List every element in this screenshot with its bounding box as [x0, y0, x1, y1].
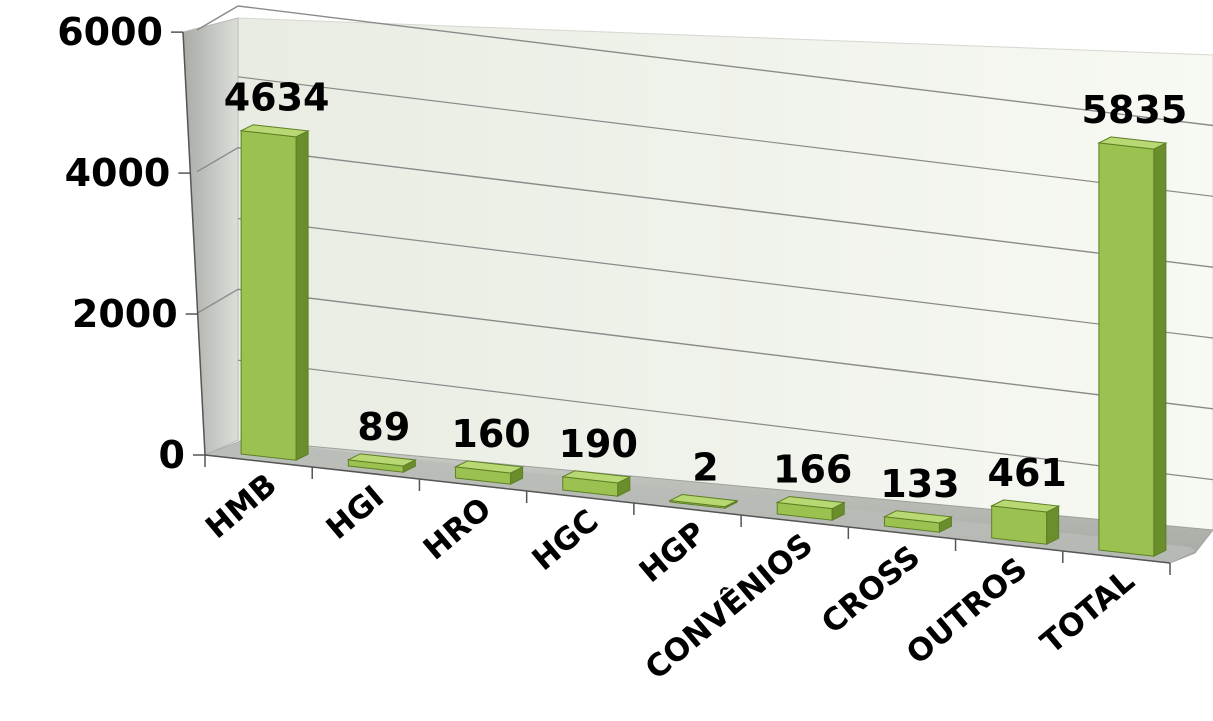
bar-side — [1046, 505, 1060, 546]
data-label: 160 — [451, 412, 530, 456]
bar — [775, 495, 846, 522]
y-tick-label: 6000 — [57, 10, 163, 54]
bar — [882, 510, 954, 534]
gridline-side — [196, 5, 239, 31]
bar — [989, 499, 1061, 546]
bar — [346, 453, 418, 474]
bar — [668, 494, 739, 510]
bar — [453, 460, 525, 486]
bar-top — [453, 460, 525, 474]
bar-front — [240, 130, 297, 461]
x-tick-label: HGI — [320, 479, 391, 547]
gridline — [237, 146, 1213, 268]
x-axis-line — [204, 454, 1171, 564]
bar-side — [1153, 142, 1167, 558]
bar-top — [239, 124, 310, 138]
bar-top — [882, 510, 954, 524]
x-tick-label: TOTAL — [1034, 563, 1141, 661]
data-label: 166 — [773, 447, 852, 491]
y-tick-label: 2000 — [72, 292, 178, 336]
bar-front — [1098, 142, 1155, 557]
gridline — [237, 5, 1213, 127]
gridline-side — [196, 288, 239, 314]
y-tick-label: 0 — [159, 433, 185, 477]
data-label: 4634 — [224, 76, 330, 120]
bar — [1097, 136, 1168, 558]
gridline — [237, 217, 1213, 339]
bar-top — [346, 453, 418, 467]
x-tick-label: HMB — [199, 467, 284, 546]
bar — [239, 124, 310, 462]
bar-top — [561, 470, 632, 484]
bar-top — [775, 495, 846, 510]
data-label: 190 — [559, 422, 638, 466]
data-label: 461 — [988, 451, 1067, 495]
data-label: 5835 — [1082, 88, 1188, 132]
gridline — [237, 76, 1213, 197]
y-axis-line — [182, 31, 206, 456]
bar-front — [991, 505, 1048, 545]
y-axis: 0 2000 4000 6000 — [57, 10, 206, 477]
chart-gridlines — [196, 5, 1213, 481]
bar-top — [989, 499, 1061, 513]
data-label: 2 — [692, 446, 718, 490]
chart-bars: 4634 89 160 190 2 166 133 461 5835 — [224, 76, 1188, 558]
x-tick-label: HGC — [525, 503, 605, 578]
gridline — [237, 359, 1213, 481]
data-label: 89 — [357, 405, 410, 449]
bar — [561, 470, 632, 498]
y-tick-label: 4000 — [65, 151, 171, 195]
data-label: 133 — [880, 462, 959, 506]
x-tick-label: HRO — [417, 491, 498, 568]
gridline — [237, 288, 1213, 410]
bar-top — [668, 494, 739, 508]
x-tick-label: CROSS — [815, 539, 927, 641]
gridline-side — [196, 147, 239, 173]
bar-side — [295, 130, 309, 462]
bar-top — [1097, 136, 1168, 150]
x-tick-label: HGP — [633, 515, 713, 590]
